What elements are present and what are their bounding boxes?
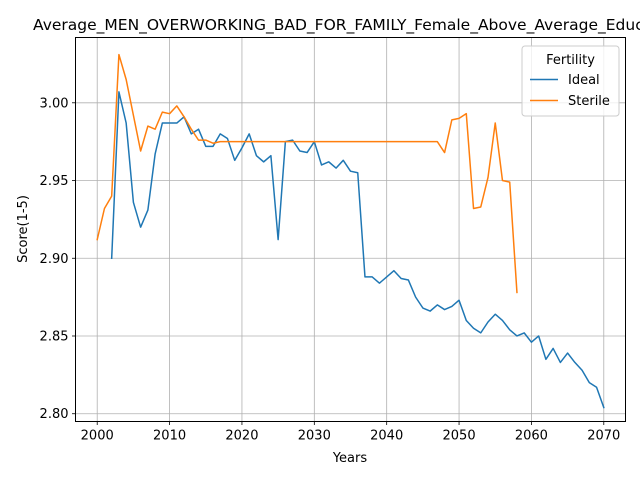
y-tick-label: 2.85 [40, 329, 69, 344]
x-tick-label: 2030 [298, 429, 331, 444]
series-layer [96, 53, 605, 409]
chart-title: Average_MEN_OVERWORKING_BAD_FOR_FAMILY_F… [33, 16, 640, 35]
x-tick-label: 2020 [225, 429, 258, 444]
legend: Fertility Ideal Sterile [521, 45, 620, 117]
axis-ticks: 2000 2010 2020 2030 2040 2050 2060 2070 2.80 2.85… [40, 96, 621, 443]
y-tick-label: 2.90 [40, 252, 69, 267]
legend-title: Fertility [546, 53, 595, 68]
x-tick-label: 2010 [153, 429, 186, 444]
plot-frame [75, 37, 626, 422]
x-tick-label: 2040 [370, 429, 403, 444]
x-tick-label: 2000 [81, 429, 114, 444]
series-line-sterile [96, 53, 518, 294]
legend-label-ideal: Ideal [568, 73, 600, 88]
x-axis-label: Years [332, 451, 368, 466]
y-tick-label: 3.00 [40, 96, 69, 111]
x-tick-label: 2050 [443, 429, 476, 444]
legend-box [521, 45, 620, 117]
y-tick-label: 2.80 [40, 407, 69, 422]
y-axis-label: Score(1-5) [16, 195, 31, 263]
legend-label-sterile: Sterile [568, 94, 610, 109]
x-tick-label: 2060 [515, 429, 548, 444]
y-tick-label: 2.95 [40, 174, 69, 189]
x-tick-label: 2070 [587, 429, 620, 444]
